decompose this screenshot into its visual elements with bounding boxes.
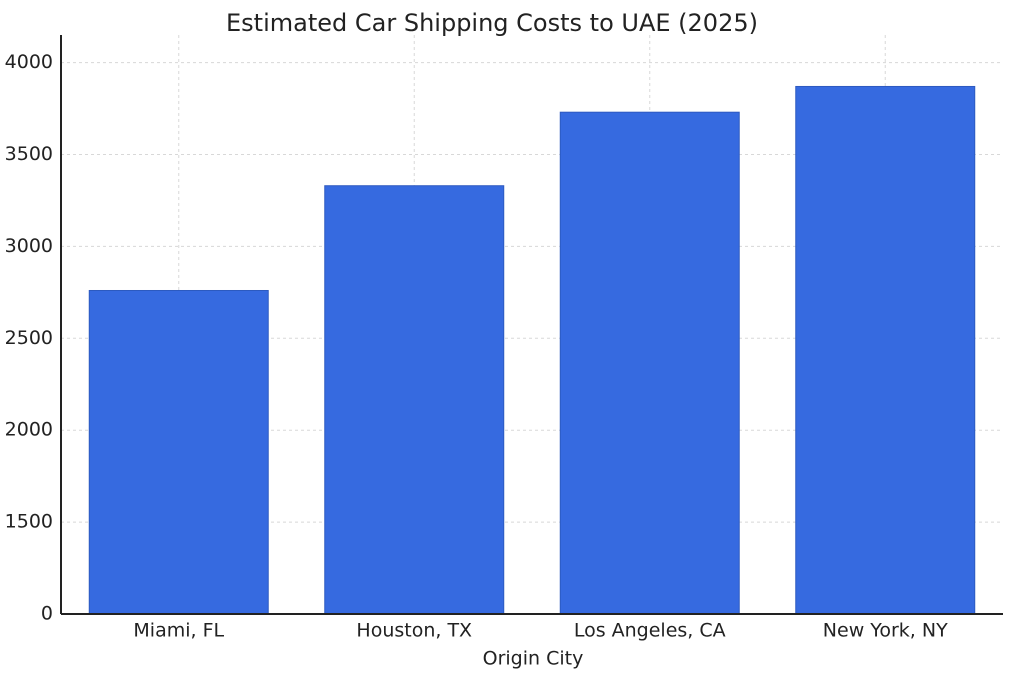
y-tick-label: 3000 <box>5 235 53 257</box>
chart-title: Estimated Car Shipping Costs to UAE (202… <box>226 9 758 37</box>
y-tick-label: 0 <box>41 603 53 625</box>
x-tick-label: New York, NY <box>823 620 948 642</box>
y-tick-label: 2500 <box>5 327 53 349</box>
bar <box>795 85 976 615</box>
y-tick-label: 3500 <box>5 143 53 165</box>
x-axis-label: Origin City <box>483 648 584 670</box>
bar <box>88 289 269 615</box>
x-tick-label: Houston, TX <box>356 620 472 642</box>
y-tick-label: 2000 <box>5 419 53 441</box>
x-tick-label: Los Angeles, CA <box>574 620 726 642</box>
y-tick-label: 1500 <box>5 511 53 533</box>
x-tick-label: Miami, FL <box>133 620 224 642</box>
bar <box>559 111 740 615</box>
bar <box>324 185 505 615</box>
y-tick-label: 4000 <box>5 51 53 73</box>
